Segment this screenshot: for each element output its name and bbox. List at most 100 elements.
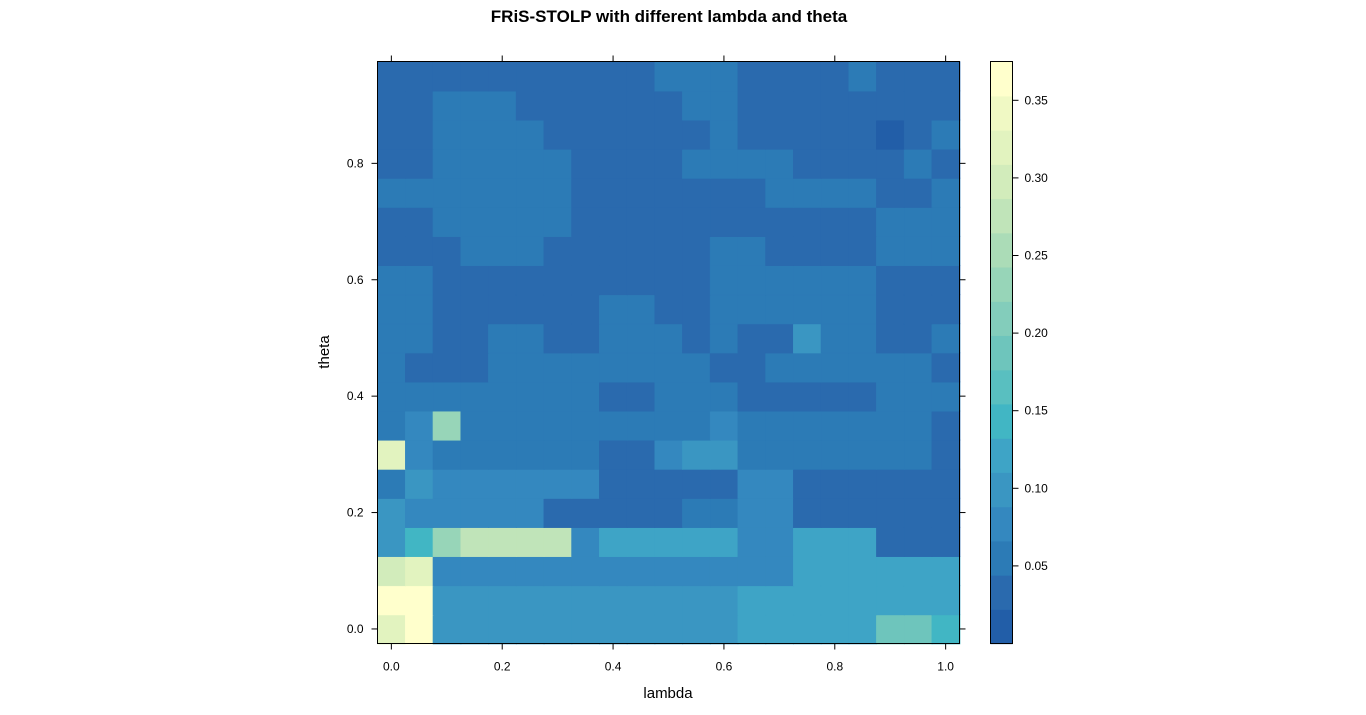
x-tick-label: 0.4 — [605, 660, 622, 674]
heatmap-cell — [737, 323, 767, 354]
heatmap-cell — [793, 614, 822, 645]
heatmap-cell — [737, 439, 767, 470]
heatmap-cell — [571, 61, 601, 92]
heatmap-cell — [793, 381, 822, 412]
heatmap-cell — [654, 323, 684, 354]
heatmap-cell — [793, 294, 822, 325]
colorbar-swatch — [990, 95, 1013, 131]
heatmap-cell — [709, 352, 739, 383]
colorbar-swatch — [990, 335, 1013, 371]
heatmap-cell — [488, 61, 517, 92]
heatmap-cell — [515, 323, 545, 354]
heatmap-cell — [654, 119, 684, 150]
heatmap-cell — [737, 90, 767, 121]
x-axis-label: lambda — [643, 685, 693, 702]
heatmap-cell — [626, 61, 656, 92]
heatmap-cell — [377, 177, 407, 208]
heatmap-cell — [377, 410, 407, 441]
colorbar-tick-label: 0.10 — [1025, 481, 1049, 495]
heatmap-cell — [903, 526, 933, 557]
colorbar-swatch — [990, 129, 1013, 165]
heatmap-cell — [460, 526, 490, 557]
colorbar-swatch — [990, 300, 1013, 337]
heatmap-cell — [543, 410, 573, 441]
heatmap-cell — [460, 294, 490, 325]
heatmap-cell — [488, 556, 517, 587]
heatmap-cell — [515, 468, 545, 499]
heatmap-cell — [848, 148, 878, 179]
heatmap-cell — [599, 614, 628, 645]
heatmap-cell — [903, 148, 933, 179]
colorbar-swatch — [990, 574, 1013, 610]
heatmap-cell — [599, 90, 628, 121]
heatmap-cell — [432, 90, 462, 121]
heatmap-cell — [709, 497, 739, 528]
heatmap-cell — [488, 206, 517, 237]
heatmap-cell — [488, 526, 517, 557]
heatmap-cell — [626, 235, 656, 267]
heatmap-cell — [432, 294, 462, 325]
heatmap-cell — [543, 119, 573, 150]
heatmap-cell — [848, 206, 878, 237]
heatmap-cell — [931, 206, 961, 237]
colorbar-swatch — [990, 403, 1013, 439]
colorbar-swatch — [990, 506, 1013, 542]
heatmap-cell — [405, 294, 434, 325]
heatmap-cell — [543, 90, 573, 121]
heatmap-cell — [682, 265, 711, 296]
heatmap-cell — [405, 323, 434, 354]
heatmap-cell — [737, 410, 767, 441]
heatmap-cell — [488, 614, 517, 645]
heatmap-cell — [737, 381, 767, 412]
heatmap-cell — [626, 585, 656, 616]
heatmap-cell — [903, 177, 933, 208]
heatmap-cell — [432, 119, 462, 150]
heatmap-cell — [820, 439, 850, 470]
heatmap-cell — [488, 497, 517, 528]
heatmap-cell — [405, 90, 434, 121]
heatmap-cell — [709, 235, 739, 267]
heatmap-cell — [515, 294, 545, 325]
heatmap-cell — [903, 497, 933, 528]
heatmap-cell — [765, 497, 795, 528]
heatmap-cell — [876, 90, 905, 121]
heatmap-cell — [931, 526, 961, 557]
heatmap-cell — [377, 90, 407, 121]
heatmap-cell — [405, 526, 434, 557]
heatmap-cell — [709, 177, 739, 208]
heatmap-cell — [626, 323, 656, 354]
heatmap-cell — [488, 410, 517, 441]
heatmap-cell — [654, 526, 684, 557]
heatmap-cell — [599, 177, 628, 208]
heatmap-cell — [765, 468, 795, 499]
heatmap-cell — [377, 323, 407, 354]
heatmap-cell — [626, 497, 656, 528]
heatmap-cell — [709, 556, 739, 587]
heatmap-cell — [876, 526, 905, 557]
heatmap-cell — [543, 235, 573, 267]
heatmap-cell — [626, 352, 656, 383]
heatmap-cell — [876, 235, 905, 267]
heatmap-cell — [626, 148, 656, 179]
heatmap-cell — [876, 556, 905, 587]
heatmap-cell — [793, 265, 822, 296]
heatmap-cell — [405, 265, 434, 296]
heatmap-cell — [377, 61, 407, 92]
heatmap-cell — [737, 119, 767, 150]
heatmap-cell — [460, 323, 490, 354]
heatmap-cell — [682, 468, 711, 499]
heatmap-cell — [903, 468, 933, 499]
colorbar-swatch — [990, 472, 1013, 508]
heatmap-cell — [793, 61, 822, 92]
heatmap-cell — [876, 265, 905, 296]
colorbar-swatch — [990, 609, 1013, 645]
heatmap-cell — [460, 468, 490, 499]
heatmap-cell — [876, 148, 905, 179]
heatmap-cell — [709, 323, 739, 354]
heatmap-cell — [543, 614, 573, 645]
heatmap-cell — [820, 381, 850, 412]
heatmap-cell — [931, 90, 961, 121]
heatmap-cell — [488, 294, 517, 325]
heatmap-cell — [903, 352, 933, 383]
heatmap-cell — [737, 556, 767, 587]
